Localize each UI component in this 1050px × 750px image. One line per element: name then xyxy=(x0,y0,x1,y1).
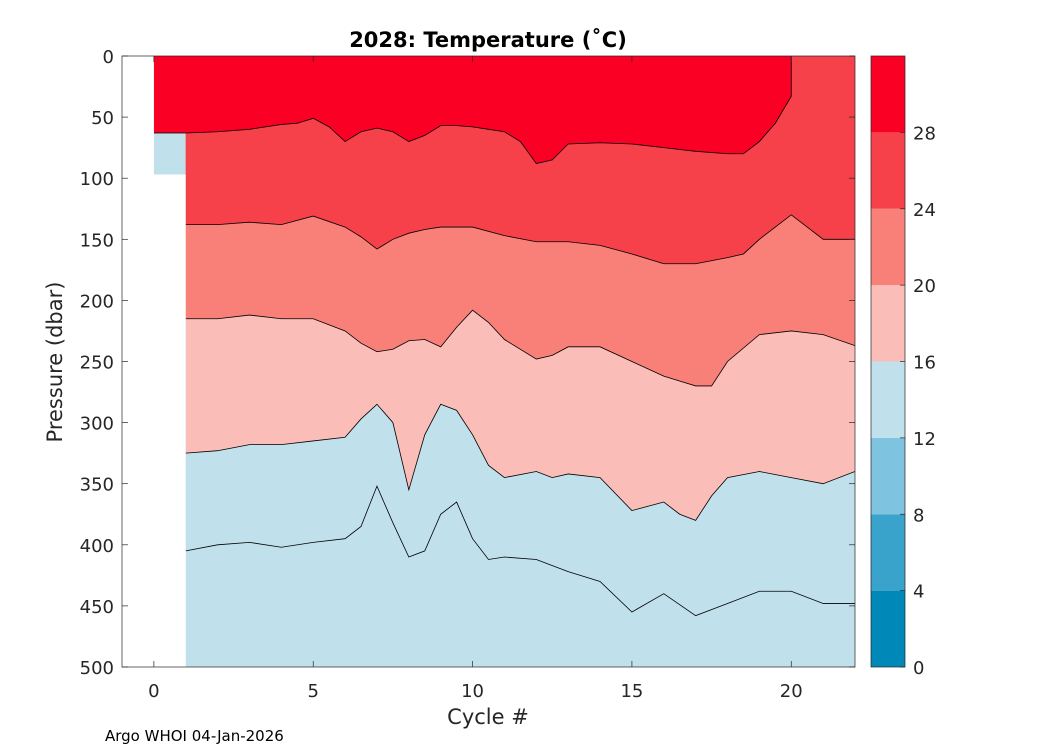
x-tick-label: 10 xyxy=(461,681,484,702)
y-tick-label: 50 xyxy=(91,108,114,129)
contour-lines xyxy=(153,56,855,617)
y-tick-label: 0 xyxy=(103,47,114,68)
colorbar-band-12-16 xyxy=(871,361,905,438)
x-tick-label: 0 xyxy=(148,681,159,702)
colorbar-tick-label: 4 xyxy=(913,582,924,603)
x-tick-label: 5 xyxy=(307,681,318,702)
isotherm-12 xyxy=(185,485,855,617)
isotherm-28 xyxy=(153,56,792,164)
y-tick-label: 400 xyxy=(80,536,114,557)
colorbar-tick-label: 28 xyxy=(913,123,936,144)
contour-fills xyxy=(153,56,855,667)
colorbar-band-24-28 xyxy=(871,132,905,209)
y-tick-label: 200 xyxy=(80,291,114,312)
chart-title: 2028: Temperature (˚C) xyxy=(349,28,627,52)
colorbar-band-16-20 xyxy=(871,285,905,362)
colorbar-band-28-32 xyxy=(871,56,905,133)
y-tick-label: 500 xyxy=(80,658,114,679)
plot-area xyxy=(153,56,855,667)
y-tick-label: 150 xyxy=(80,230,114,251)
contour-band-above-28 xyxy=(153,56,792,164)
colorbar-tick-label: 8 xyxy=(913,505,924,526)
x-tick-label: 20 xyxy=(780,681,803,702)
x-tick-label: 15 xyxy=(620,681,643,702)
colorbar-band-4-8 xyxy=(871,514,905,591)
colorbar-tick-label: 0 xyxy=(913,658,924,679)
isotherm-20 xyxy=(185,309,855,387)
y-tick-label: 300 xyxy=(80,414,114,435)
colorbar-tick-label: 16 xyxy=(913,353,936,374)
colorbar-band-8-12 xyxy=(871,437,905,515)
x-axis-label: Cycle # xyxy=(447,705,529,729)
isotherm-16 xyxy=(185,403,855,521)
footer-credit: Argo WHOI 04-Jan-2026 xyxy=(105,727,284,745)
y-tick-label: 250 xyxy=(80,353,114,374)
colorbar-tick-label: 12 xyxy=(913,429,936,450)
y-tick-label: 450 xyxy=(80,597,114,618)
colorbar: 0 4 8 12 16 20 24 28 xyxy=(870,55,936,679)
y-axis-label: Pressure (dbar) xyxy=(43,282,67,443)
colorbar-band-0-4 xyxy=(871,590,905,667)
colorbar-band-20-24 xyxy=(871,208,905,286)
colorbar-tick-label: 24 xyxy=(913,200,936,221)
colorbar-tick-label: 20 xyxy=(913,276,936,297)
y-tick-label: 100 xyxy=(80,169,114,190)
isotherm-24 xyxy=(185,214,855,265)
y-tick-label: 350 xyxy=(80,475,114,496)
